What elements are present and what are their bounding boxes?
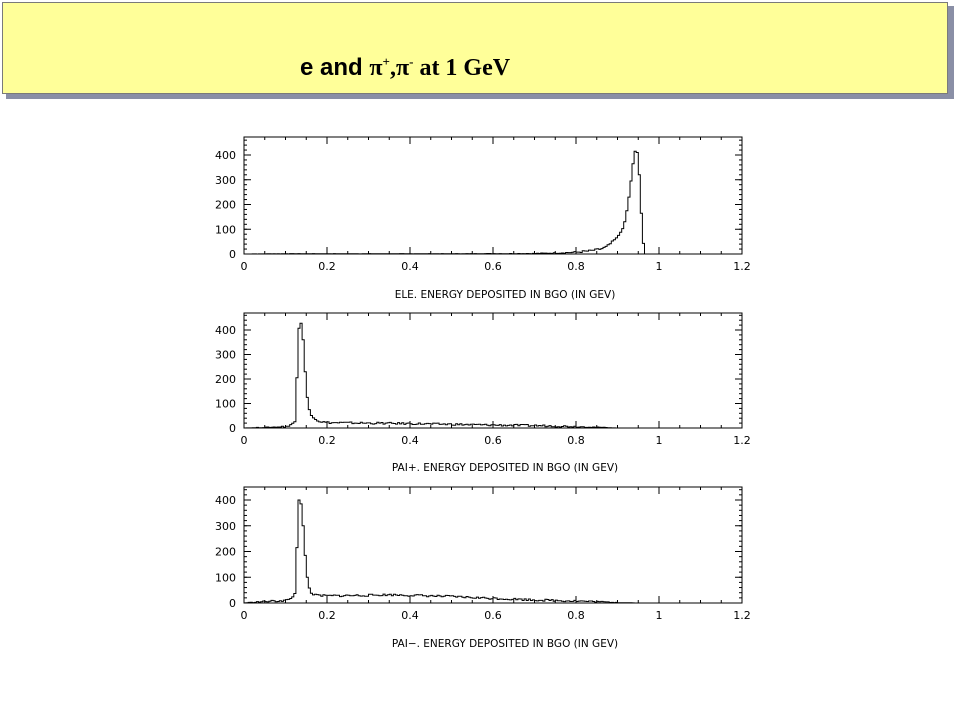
y-tick-label: 400 xyxy=(215,324,236,337)
y-tick-label: 100 xyxy=(215,223,236,236)
y-tick-label: 300 xyxy=(215,349,236,362)
x-tick-label: 0.4 xyxy=(401,609,419,622)
y-tick-label: 0 xyxy=(229,248,236,261)
x-tick-label: 0 xyxy=(241,434,248,447)
plot-frame xyxy=(243,486,743,604)
x-tick-label: 1 xyxy=(656,260,663,273)
y-tick-label: 200 xyxy=(215,199,236,212)
title-pi-plus-superscript: + xyxy=(382,54,390,69)
x-tick-label: 1 xyxy=(656,609,663,622)
y-tick-label: 400 xyxy=(215,494,236,507)
x-tick-label: 0.6 xyxy=(484,434,502,447)
x-tick-label: 1.2 xyxy=(733,609,751,622)
x-tick-label: 0.4 xyxy=(401,260,419,273)
x-tick-label: 0.8 xyxy=(567,609,585,622)
histogram-line xyxy=(244,150,742,255)
x-axis-label: ELE. ENERGY DEPOSITED IN BGO (IN GEV) xyxy=(395,289,616,301)
x-tick-label: 0.2 xyxy=(318,609,336,622)
x-tick-label: 0.4 xyxy=(401,434,419,447)
y-tick-label: 200 xyxy=(215,373,236,386)
x-tick-label: 0.6 xyxy=(484,260,502,273)
x-tick-label: 1.2 xyxy=(733,434,751,447)
slide-title: e and π+,π- at 1 GeV xyxy=(300,54,511,81)
y-tick-label: 100 xyxy=(215,398,236,411)
x-axis-label: PAI+. ENERGY DEPOSITED IN BGO (IN GEV) xyxy=(392,462,618,474)
x-tick-label: 0.2 xyxy=(318,260,336,273)
x-tick-label: 0 xyxy=(241,609,248,622)
x-tick-label: 1 xyxy=(656,434,663,447)
title-text-part1: e and xyxy=(300,54,370,81)
y-tick-label: 300 xyxy=(215,174,236,187)
x-axis-label: PAI−. ENERGY DEPOSITED IN BGO (IN GEV) xyxy=(392,638,618,650)
title-box xyxy=(2,2,948,94)
title-comma: , xyxy=(389,55,396,81)
plot-frame xyxy=(243,312,743,429)
x-tick-label: 1.2 xyxy=(733,260,751,273)
plot-frame xyxy=(243,136,743,255)
y-tick-label: 100 xyxy=(215,571,236,584)
x-tick-label: 0.2 xyxy=(318,434,336,447)
y-tick-label: 200 xyxy=(215,546,236,559)
title-pi-symbol: π xyxy=(395,55,410,81)
title-pi-symbol: π xyxy=(369,55,383,81)
histogram-line xyxy=(244,322,742,429)
y-tick-label: 300 xyxy=(215,520,236,533)
x-tick-label: 0.8 xyxy=(567,260,585,273)
y-tick-label: 0 xyxy=(229,422,236,435)
histogram-line xyxy=(243,499,742,604)
y-tick-label: 400 xyxy=(215,149,236,162)
x-tick-label: 0 xyxy=(241,260,248,273)
title-text-part2: at 1 GeV xyxy=(413,55,511,81)
y-tick-label: 0 xyxy=(229,597,236,610)
title-pi-minus-superscript: - xyxy=(409,54,414,69)
x-tick-label: 0.6 xyxy=(484,609,502,622)
x-tick-label: 0.8 xyxy=(567,434,585,447)
